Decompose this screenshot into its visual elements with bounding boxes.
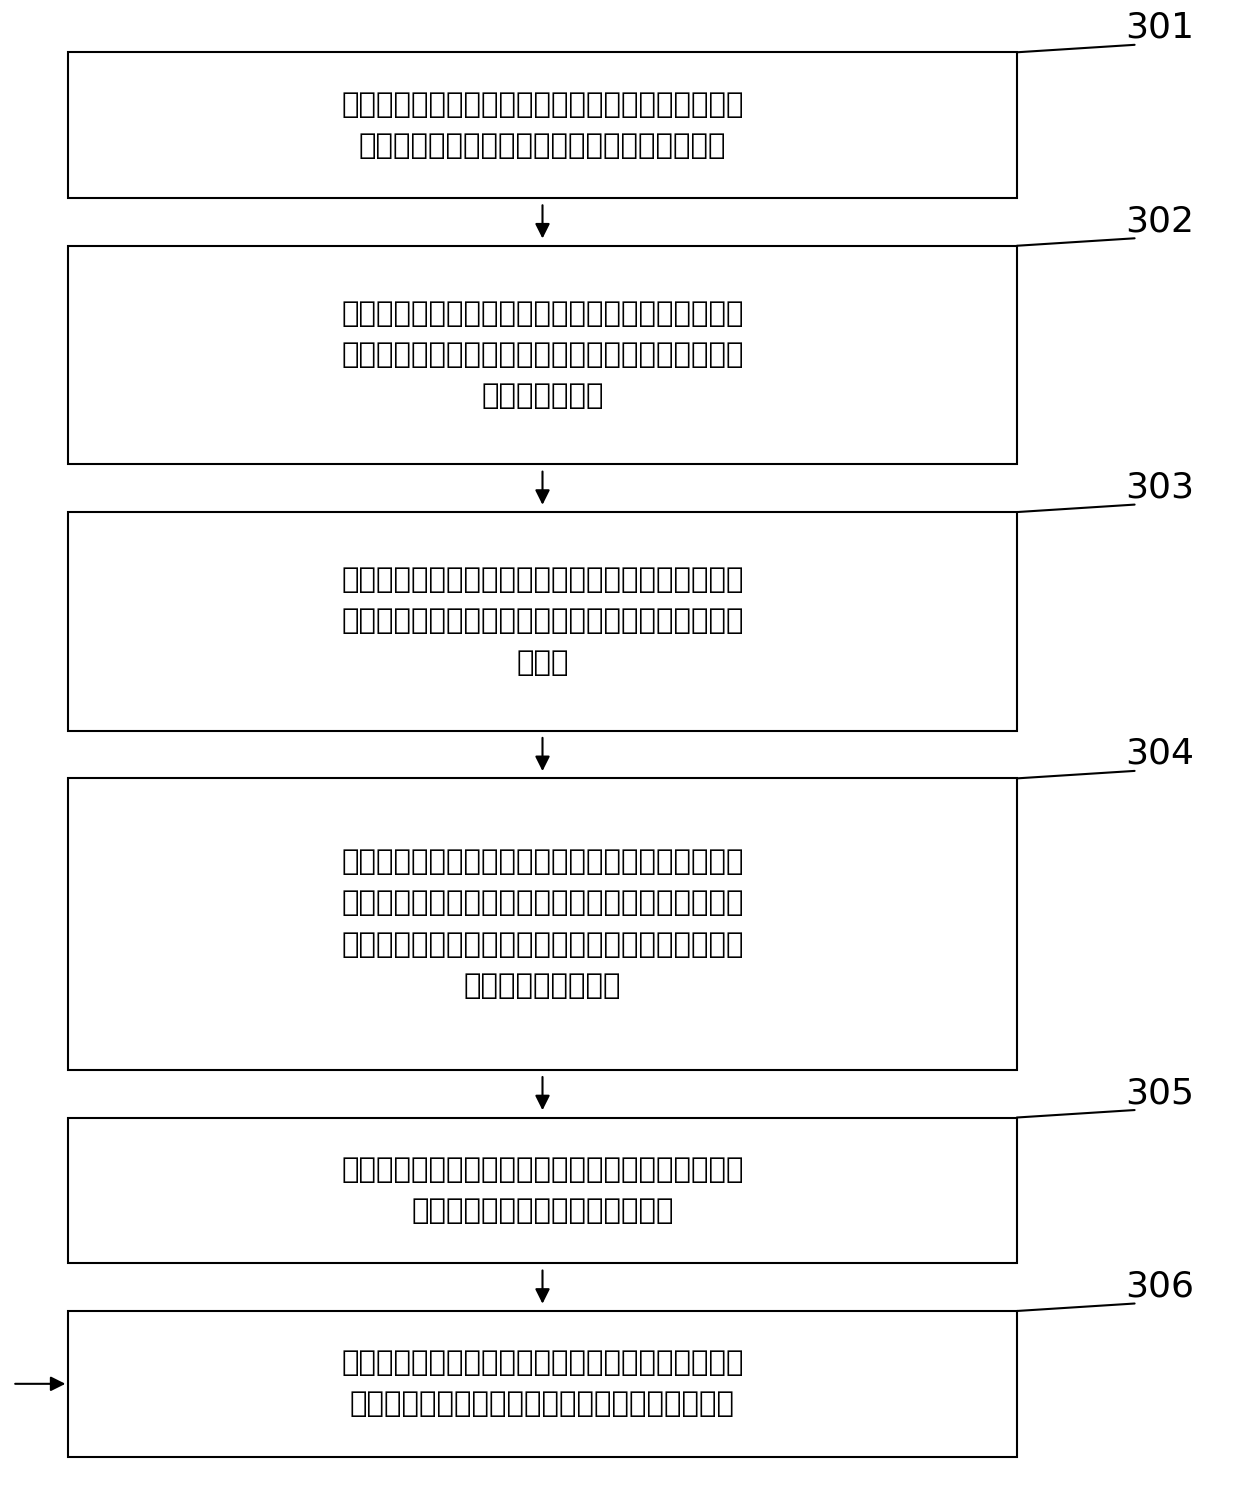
Text: 301: 301: [1125, 10, 1194, 45]
Text: 确定所述涡轮机上任一个叶片为参考叶片，以及所述
涡轮机上除所述参考叶片之外的叶片为计算叶片: 确定所述涡轮机上任一个叶片为参考叶片，以及所述 涡轮机上除所述参考叶片之外的叶片…: [341, 91, 744, 160]
Text: 304: 304: [1125, 737, 1194, 771]
Text: 基于每一个所述第一同步振动位移，确定每一个所述
计算叶片的振动参数以及所述参考叶片的振动参数: 基于每一个所述第一同步振动位移，确定每一个所述 计算叶片的振动参数以及所述参考叶…: [341, 1349, 744, 1418]
Text: 基于所述第一经过时刻和所述第二经过时刻，计算每
一个所述计算叶片相对于所述参考叶片的第一同步振
动位移: 基于所述第一经过时刻和所述第二经过时刻，计算每 一个所述计算叶片相对于所述参考叶…: [341, 566, 744, 677]
FancyBboxPatch shape: [68, 778, 1017, 1070]
Text: 303: 303: [1125, 471, 1194, 505]
FancyBboxPatch shape: [68, 1312, 1017, 1457]
FancyBboxPatch shape: [68, 52, 1017, 199]
FancyBboxPatch shape: [68, 512, 1017, 731]
Text: 基于每一个所述第一同步振动位移，分别生成每一个
所述计算叶片的同步振动位移曲线图，所述同步振动
位移曲线图为所述涡轮机的转速与所述第一同步振动
位移之间的关系曲: 基于每一个所述第一同步振动位移，分别生成每一个 所述计算叶片的同步振动位移曲线图…: [341, 849, 744, 999]
Text: 获取每一个计算叶片分别经过同一目标位置时的第一
经过时刻以及所述参考叶片经过所述同一目标位置时
的第二经过时刻: 获取每一个计算叶片分别经过同一目标位置时的第一 经过时刻以及所述参考叶片经过所述…: [341, 300, 744, 411]
FancyBboxPatch shape: [68, 1118, 1017, 1264]
Text: 302: 302: [1125, 205, 1194, 239]
Text: 306: 306: [1125, 1270, 1194, 1303]
Text: 对所述同步振动位移曲线图进行耦合振动分析，确定
所述参考叶片的第二同步振动位移: 对所述同步振动位移曲线图进行耦合振动分析，确定 所述参考叶片的第二同步振动位移: [341, 1156, 744, 1225]
Text: 305: 305: [1125, 1076, 1194, 1110]
FancyBboxPatch shape: [68, 247, 1017, 465]
